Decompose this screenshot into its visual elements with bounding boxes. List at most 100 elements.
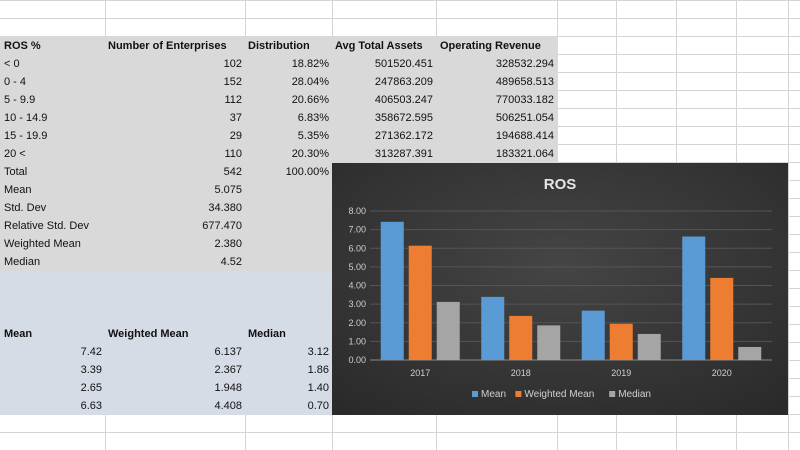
chart-legend: Mean Weighted Mean Median: [472, 389, 651, 400]
y-tick-label: 0.00: [348, 355, 366, 365]
legend-swatch: [609, 391, 616, 397]
table-row-revenue[interactable]: 506251.054: [495, 112, 554, 124]
total-distribution[interactable]: 100.00%: [285, 166, 329, 178]
bar-median: [738, 346, 762, 360]
table-row-assets[interactable]: 406503.247: [374, 94, 433, 106]
table-row-revenue[interactable]: 489658.513: [495, 76, 554, 88]
summary-mean[interactable]: 3.39: [80, 364, 102, 376]
stat-value[interactable]: 34.380: [208, 202, 242, 214]
gray-stats-fill: [0, 163, 332, 271]
x-tick-label: 2017: [410, 368, 430, 378]
bar-mean: [581, 310, 605, 360]
header-assets[interactable]: Avg Total Assets: [335, 40, 423, 52]
y-tick-label: 4.00: [348, 281, 366, 291]
summary-header-mean[interactable]: Mean: [4, 328, 33, 340]
table-row-assets[interactable]: 247863.209: [374, 76, 433, 88]
bar-weighted-mean: [509, 315, 533, 360]
stat-label[interactable]: Weighted Mean: [4, 238, 81, 250]
table-row-ros[interactable]: < 0: [4, 58, 20, 70]
table-row-distribution[interactable]: 5.35%: [297, 130, 329, 142]
y-tick-label: 1.00: [348, 336, 366, 346]
stat-label[interactable]: Mean: [4, 184, 32, 196]
stat-label[interactable]: Std. Dev: [4, 202, 47, 214]
table-row-enterprises[interactable]: 37: [229, 112, 242, 124]
summary-median[interactable]: 3.12: [307, 346, 329, 358]
summary-mean[interactable]: 2.65: [80, 382, 102, 394]
table-row-enterprises[interactable]: 102: [223, 58, 242, 70]
total-label[interactable]: Total: [4, 166, 28, 178]
header-revenue[interactable]: Operating Revenue: [440, 40, 541, 52]
table-row-revenue[interactable]: 328532.294: [495, 58, 554, 70]
bar-median: [537, 325, 561, 360]
legend-label: Median: [618, 389, 651, 400]
y-tick-label: 2.00: [348, 318, 366, 328]
total-enterprises[interactable]: 542: [223, 166, 242, 178]
bar-mean: [682, 236, 706, 360]
table-row-ros[interactable]: 15 - 19.9: [4, 130, 48, 142]
bar-median: [436, 301, 460, 360]
table-row-ros[interactable]: 10 - 14.9: [4, 112, 48, 124]
table-row-distribution[interactable]: 20.30%: [291, 148, 329, 160]
summary-weighted[interactable]: 6.137: [214, 346, 242, 358]
gray-table-fill: [0, 36, 558, 163]
summary-mean[interactable]: 6.63: [80, 400, 102, 412]
table-row-enterprises[interactable]: 29: [229, 130, 242, 142]
y-tick-label: 5.00: [348, 262, 366, 272]
x-tick-label: 2018: [511, 368, 531, 378]
stat-value[interactable]: 4.52: [220, 256, 242, 268]
table-row-ros[interactable]: 5 - 9.9: [4, 94, 36, 106]
table-row-assets[interactable]: 358672.595: [374, 112, 433, 124]
header-ros[interactable]: ROS %: [4, 40, 41, 52]
table-row-revenue[interactable]: 183321.064: [495, 148, 554, 160]
table-row-distribution[interactable]: 28.04%: [291, 76, 329, 88]
blue-summary-fill: [0, 271, 332, 415]
bar-weighted-mean: [710, 277, 734, 360]
summary-median[interactable]: 1.86: [307, 364, 329, 376]
legend-swatch: [515, 391, 522, 397]
bar-mean: [481, 296, 505, 360]
table-row-enterprises[interactable]: 110: [224, 148, 242, 160]
table-row-revenue[interactable]: 770033.182: [495, 94, 554, 106]
summary-mean[interactable]: 7.42: [80, 346, 102, 358]
y-tick-label: 8.00: [348, 206, 366, 216]
bar-weighted-mean: [408, 245, 432, 360]
chart-title: ROS: [544, 176, 577, 193]
stat-value[interactable]: 2.380: [214, 238, 242, 250]
x-tick-label: 2019: [611, 368, 631, 378]
bar-mean: [380, 221, 404, 360]
header-distribution[interactable]: Distribution: [248, 40, 310, 52]
bar-median: [637, 333, 661, 360]
header-enterprises[interactable]: Number of Enterprises: [108, 40, 227, 52]
summary-weighted[interactable]: 2.367: [214, 364, 242, 376]
table-row-assets[interactable]: 271362.172: [374, 130, 433, 142]
legend-swatch: [472, 391, 478, 397]
table-row-revenue[interactable]: 194688.414: [495, 130, 554, 142]
summary-weighted[interactable]: 1.948: [214, 382, 242, 394]
y-tick-label: 6.00: [348, 243, 366, 253]
table-row-enterprises[interactable]: 152: [223, 76, 242, 88]
summary-header-weighted[interactable]: Weighted Mean: [108, 328, 189, 340]
table-row-ros[interactable]: 20 <: [4, 148, 26, 160]
ros-chart[interactable]: ROS 0.00 1.00 2.00 3.00 4.00 5.00 6.00 7.00 8.00…: [332, 163, 788, 415]
table-row-distribution[interactable]: 6.83%: [297, 112, 329, 124]
summary-header-median[interactable]: Median: [248, 328, 286, 340]
stat-label[interactable]: Median: [4, 256, 41, 268]
plot-area: 0.00 1.00 2.00 3.00 4.00 5.00 6.00 7.00 8.00 2017…: [348, 206, 772, 378]
stat-value[interactable]: 5.075: [214, 184, 242, 196]
summary-median[interactable]: 0.70: [307, 400, 329, 412]
table-row-distribution[interactable]: 20.66%: [291, 94, 329, 106]
y-tick-label: 7.00: [348, 225, 366, 235]
table-row-distribution[interactable]: 18.82%: [291, 58, 329, 70]
table-row-assets[interactable]: 313287.391: [374, 148, 433, 160]
bar-weighted-mean: [609, 323, 633, 360]
stat-value[interactable]: 677.470: [202, 220, 242, 232]
x-tick-label: 2020: [712, 368, 732, 378]
legend-label: Mean: [481, 389, 506, 400]
table-row-ros[interactable]: 0 - 4: [4, 76, 27, 88]
summary-weighted[interactable]: 4.408: [214, 400, 242, 412]
summary-median[interactable]: 1.40: [307, 382, 329, 394]
table-row-enterprises[interactable]: 112: [224, 94, 242, 106]
legend-label: Weighted Mean: [524, 389, 594, 400]
stat-label[interactable]: Relative Std. Dev: [4, 220, 89, 232]
table-row-assets[interactable]: 501520.451: [374, 58, 433, 70]
